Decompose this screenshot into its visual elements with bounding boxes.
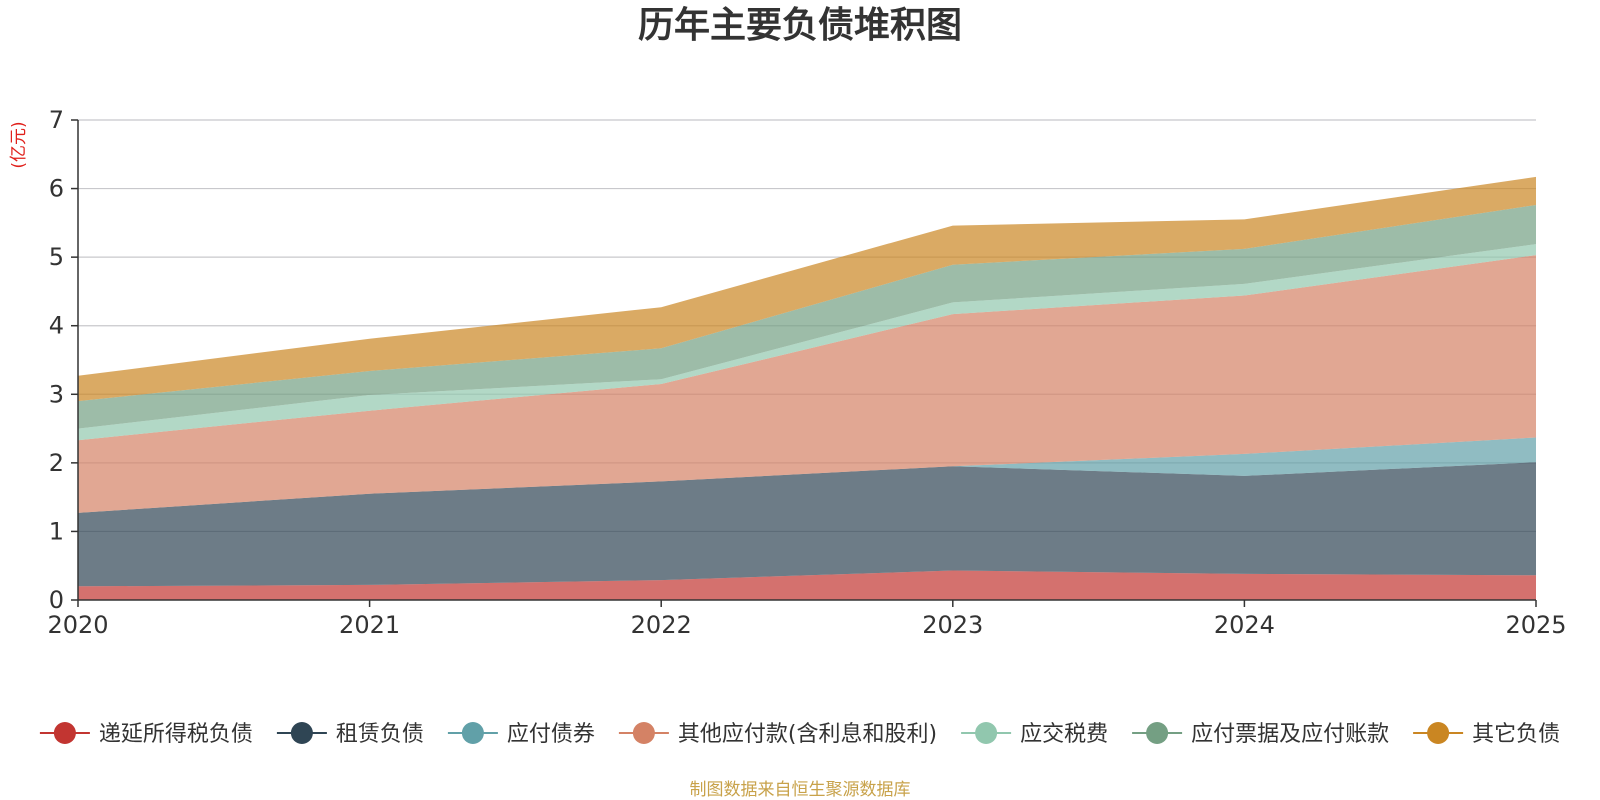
legend-item-6[interactable]: 其它负债 [1413,722,1560,747]
x-tick-label: 2024 [1214,611,1275,639]
legend-label: 租赁负债 [336,722,424,747]
legend-item-2[interactable]: 应付债券 [447,722,595,747]
legend-label: 其他应付款(含利息和股利) [678,722,937,747]
area-series-2 [78,437,1536,513]
chart-title: 历年主要负债堆积图 [638,5,962,46]
area-series [78,176,1536,600]
y-tick-label: 4 [49,312,64,340]
legend-label: 应付债券 [507,722,595,747]
area-series-3 [78,255,1536,513]
legend-item-0[interactable]: 递延所得税负债 [39,722,253,747]
legend-marker [632,722,655,744]
legend-label: 应交税费 [1020,722,1108,747]
y-tick-label: 7 [49,106,64,134]
legend-item-1[interactable]: 租赁负债 [276,722,424,747]
x-tick-label: 2021 [339,611,400,639]
legend-label: 递延所得税负债 [99,722,253,747]
legend-label: 其它负债 [1472,722,1560,747]
area-series-4 [78,244,1536,441]
area-series-6 [78,176,1536,402]
legend-marker [53,722,76,744]
legend-marker [461,722,484,744]
legend-marker [1146,722,1169,744]
source-note: 制图数据来自恒生聚源数据库 [690,780,911,800]
area-series-1 [78,462,1536,587]
y-tick-label: 5 [49,243,64,271]
x-tick-label: 2022 [631,611,692,639]
axes [77,120,1536,601]
legend: 递延所得税负债 租赁负债 应付债券 其他应付款(含利息和股利) 应交税费 应付票据及应付账… [39,722,1560,747]
x-axis-ticks: 2020 2021 2022 2023 2024 2025 [47,600,1567,639]
y-axis-unit-label: (亿元) [9,121,29,168]
legend-label: 应付票据及应付账款 [1191,722,1389,747]
area-series-0 [78,570,1536,600]
y-tick-label: 2 [49,449,64,477]
legend-marker [1427,722,1450,744]
y-axis-ticks: 0 1 2 3 4 5 6 7 [49,106,78,614]
x-tick-label: 2023 [922,611,983,639]
y-tick-label: 3 [49,380,64,408]
y-tick-label: 6 [49,175,64,203]
legend-marker [975,722,998,744]
legend-item-5[interactable]: 应付票据及应付账款 [1132,722,1389,747]
x-tick-label: 2020 [47,611,108,639]
legend-item-4[interactable]: 应交税费 [961,722,1108,747]
legend-marker [290,722,313,744]
x-tick-label: 2025 [1505,611,1566,639]
legend-item-3[interactable]: 其他应付款(含利息和股利) [618,722,937,747]
area-series-5 [78,205,1536,429]
y-tick-label: 0 [49,586,64,614]
y-tick-label: 1 [49,517,64,545]
